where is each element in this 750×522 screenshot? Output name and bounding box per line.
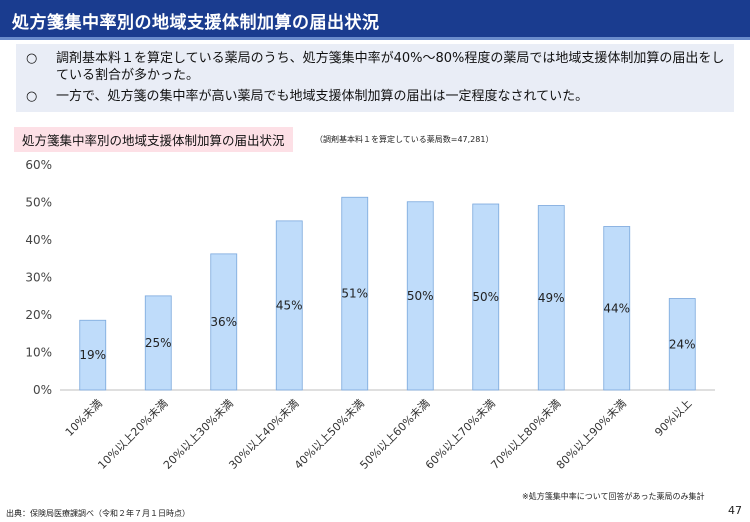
x-tick-label: 10%以上20%未満 xyxy=(95,397,170,472)
y-tick-label: 50% xyxy=(25,196,52,210)
bar xyxy=(668,298,696,391)
footnote: ※処方箋集中率について回答があった薬局のみ集計 xyxy=(522,492,705,501)
bar-data-label: 50% xyxy=(407,289,434,303)
bar-chart: 0% 10% 20% 30% 40% 50% 60% 19% 10%未満 25% 10%以上20%未… xyxy=(25,158,715,472)
note-text: 一方で、処方箋の集中率が高い薬局でも地域支援体制加算の届出は一定程度なされていた… xyxy=(56,89,589,104)
chart-title: 処方箋集中率別の地域支援体制加算の届出状況 xyxy=(14,127,293,152)
bar xyxy=(406,201,434,391)
x-tick-label: 10%未満 xyxy=(63,397,105,439)
y-tick-label: 40% xyxy=(25,233,52,247)
x-tick-label: 20%以上30%未満 xyxy=(161,397,236,472)
note-bullet: ○ xyxy=(26,51,38,66)
bar-data-label: 24% xyxy=(669,337,696,351)
x-tick-label: 60%以上70%未満 xyxy=(423,397,498,472)
bar xyxy=(79,319,107,391)
bar-data-label: 36% xyxy=(210,315,237,329)
x-tick-label: 30%以上40%未満 xyxy=(226,397,301,472)
bar xyxy=(603,226,631,391)
title-underline xyxy=(0,37,750,40)
bar xyxy=(144,295,172,391)
page-number: 47 xyxy=(728,504,742,517)
y-tick-label: 10% xyxy=(25,346,52,360)
bar-data-label: 51% xyxy=(341,287,368,301)
note-text: 調剤基本料１を算定している薬局のうち、処方箋集中率が40%～80%程度の薬局では… xyxy=(56,51,725,83)
bar-data-label: 45% xyxy=(276,298,303,312)
source-note: 出典：保険局医療課調べ（令和２年７月１日時点） xyxy=(6,509,190,518)
y-tick-label: 20% xyxy=(25,308,52,322)
chart-subtitle: （調剤基本料１を算定している薬局数=47,281） xyxy=(315,135,494,144)
bar-data-label: 50% xyxy=(472,290,499,304)
bar-data-label: 25% xyxy=(145,336,172,350)
bar xyxy=(210,253,238,391)
title-bar: 処方箋集中率別の地域支援体制加算の届出状況 xyxy=(0,0,750,40)
bar xyxy=(472,203,500,391)
y-tick-label: 30% xyxy=(25,271,52,285)
page-title: 処方箋集中率別の地域支援体制加算の届出状況 xyxy=(12,13,380,33)
bar xyxy=(275,220,303,391)
x-tick-label: 70%以上80%未満 xyxy=(488,397,563,472)
x-tick-label: 50%以上60%未満 xyxy=(357,397,432,472)
bar-data-label: 49% xyxy=(538,291,565,305)
x-tick-label: 90%以上 xyxy=(652,397,694,439)
bar xyxy=(341,196,369,391)
bar-data-label: 44% xyxy=(603,301,630,315)
y-tick-label: 60% xyxy=(25,158,52,172)
x-tick-label: 40%以上50%未満 xyxy=(292,397,367,472)
y-tick-label: 0% xyxy=(33,383,52,397)
bar-data-label: 19% xyxy=(79,348,106,362)
note-bullet: ○ xyxy=(26,89,38,104)
bar xyxy=(537,205,565,391)
summary-notes: ○ 調剤基本料１を算定している薬局のうち、処方箋集中率が40%～80%程度の薬局… xyxy=(16,44,734,112)
x-tick-label: 80%以上90%未満 xyxy=(554,397,629,472)
